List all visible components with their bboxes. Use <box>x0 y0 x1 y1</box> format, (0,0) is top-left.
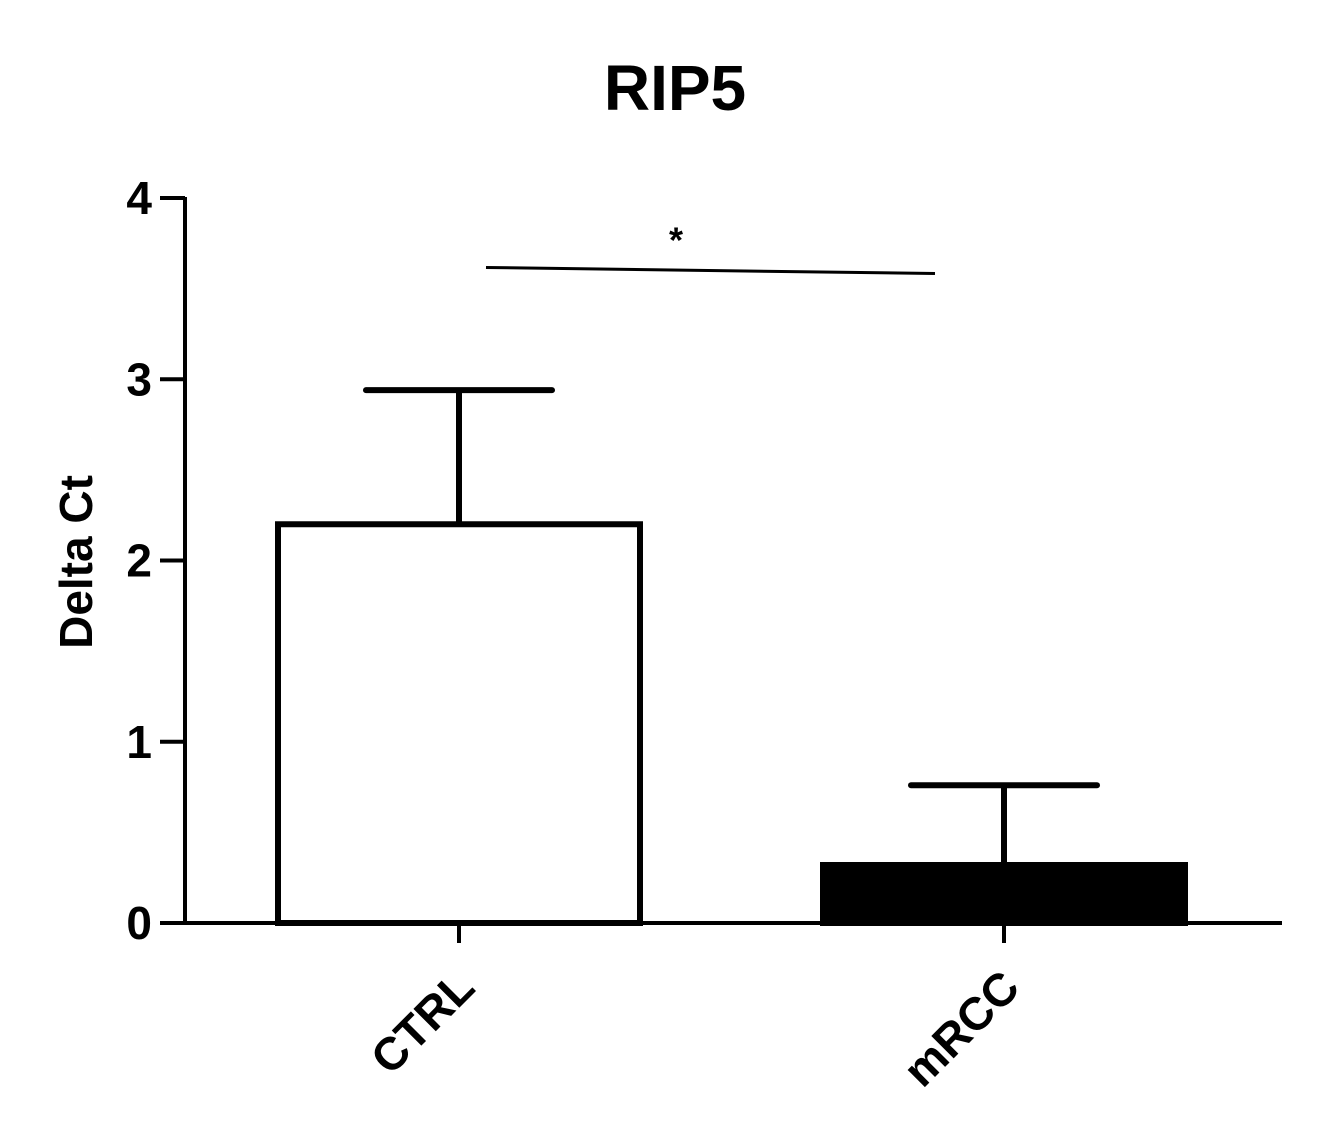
plot-area: 0 1 2 3 4 CTRL mRCC * <box>126 172 1282 1096</box>
y-tick-label-3: 3 <box>126 353 152 405</box>
x-tick-label-mrcc: mRCC <box>893 960 1029 1096</box>
chart-title: RIP5 <box>604 52 746 124</box>
bar-mrcc <box>820 862 1188 926</box>
y-tick-label-1: 1 <box>126 716 152 768</box>
significance-line <box>485 266 936 275</box>
significance-label: * <box>669 220 683 261</box>
x-tick-label-ctrl: CTRL <box>361 960 484 1083</box>
y-tick-label-0: 0 <box>126 897 152 949</box>
y-axis-label: Delta Ct <box>50 475 102 649</box>
y-tick-label-2: 2 <box>126 535 152 587</box>
bar-ctrl <box>275 521 643 926</box>
y-tick-label-4: 4 <box>126 172 152 224</box>
